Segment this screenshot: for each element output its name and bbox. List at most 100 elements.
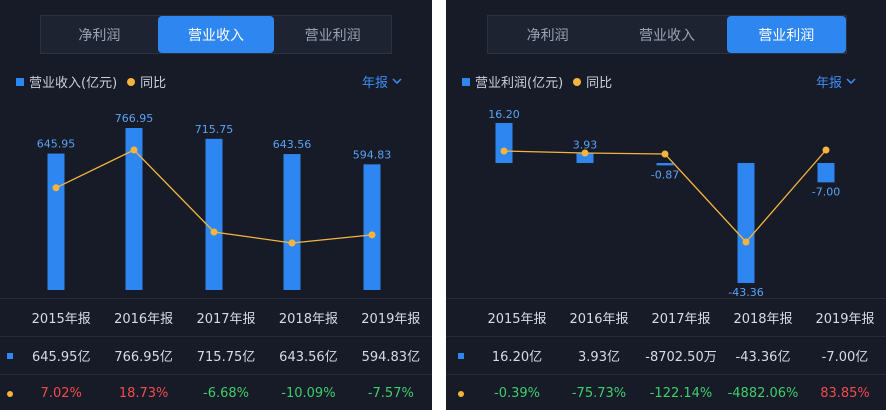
bar-label: 643.56 <box>273 138 312 151</box>
bar <box>125 128 143 290</box>
value-cell: 643.56亿 <box>279 350 338 365</box>
bar <box>205 138 223 290</box>
bar <box>817 163 835 183</box>
line-row-marker <box>7 390 13 397</box>
line-legend-marker <box>127 77 136 86</box>
value-cell: 645.95亿 <box>31 350 91 365</box>
bar-label: -43.36 <box>728 286 763 298</box>
year-header: 2018年报 <box>733 312 793 327</box>
yoy-point <box>581 149 589 157</box>
bar <box>656 163 674 166</box>
value-cell: -7.00亿 <box>821 350 869 365</box>
table-row-values: 645.95亿 766.95亿 715.75亿 643.56亿 594.83亿 <box>0 336 432 374</box>
bar-label: 3.93 <box>573 138 598 151</box>
period-label: 年报 <box>816 76 843 91</box>
year-header: 2017年报 <box>196 312 256 327</box>
value-cell: 3.93亿 <box>578 350 620 365</box>
value-cell: -8702.50万 <box>645 350 717 365</box>
bar-legend-label: 营业收入(亿元) <box>29 76 118 91</box>
period-label: 年报 <box>362 76 389 91</box>
table-row-yoy: -0.39% -75.73% -122.14% -4882.06% 83.85% <box>446 374 886 410</box>
yoy-point <box>52 184 60 192</box>
bar <box>495 123 513 163</box>
yoy-cell: -7.57% <box>367 386 414 401</box>
data-table: 2015年报 2016年报 2017年报 2018年报 2019年报 645.9… <box>0 298 432 410</box>
bar-row-marker <box>7 352 13 359</box>
line-legend-label: 同比 <box>586 76 613 91</box>
period-selector[interactable]: 年报 <box>362 72 402 91</box>
year-header: 2017年报 <box>651 312 711 327</box>
bar-label: 594.83 <box>353 148 392 161</box>
data-table: 2015年报 2016年报 2017年报 2018年报 2019年报 16.20… <box>446 298 886 410</box>
bar-legend-marker <box>462 77 470 86</box>
bar-legend-marker <box>16 77 24 86</box>
yoy-point <box>368 231 376 239</box>
chevron-down-icon <box>846 78 856 85</box>
year-header: 2016年报 <box>114 312 174 327</box>
chevron-down-icon <box>392 78 402 85</box>
metric-tabs: 净利润 营业收入 营业利润 <box>40 15 392 54</box>
bar <box>737 163 755 283</box>
bar-label: 645.95 <box>37 138 76 151</box>
line-legend-marker <box>573 77 582 86</box>
bar-label: -0.87 <box>651 168 679 181</box>
bar-label: -7.00 <box>812 185 840 198</box>
table-header-row: 2015年报 2016年报 2017年报 2018年报 2019年报 <box>0 298 432 336</box>
tab-net-profit[interactable]: 净利润 <box>78 27 121 44</box>
yoy-cell: 18.73% <box>118 386 169 401</box>
tab-operating-profit[interactable]: 营业利润 <box>304 27 361 44</box>
yoy-point <box>130 146 138 154</box>
yoy-cell: -122.14% <box>649 386 713 401</box>
year-header: 2015年报 <box>487 312 547 327</box>
value-cell: -43.36亿 <box>735 350 791 365</box>
yoy-point <box>500 147 508 155</box>
bar-legend-label: 营业利润(亿元) <box>475 76 564 91</box>
yoy-cell: -10.09% <box>281 386 336 401</box>
tab-revenue[interactable]: 营业收入 <box>157 16 275 53</box>
table-row-values: 16.20亿 3.93亿 -8702.50万 -43.36亿 -7.00亿 <box>446 336 886 374</box>
value-cell: 715.75亿 <box>196 350 256 365</box>
table-header-row: 2015年报 2016年报 2017年报 2018年报 2019年报 <box>446 298 886 336</box>
value-cell: 766.95亿 <box>114 350 173 365</box>
bar <box>363 164 381 290</box>
year-header: 2019年报 <box>361 312 421 327</box>
value-cell: 594.83亿 <box>361 350 421 365</box>
yoy-point <box>742 238 750 246</box>
bar-label: 16.20 <box>488 108 520 121</box>
chart-legend: 营业利润(亿元) 同比 <box>462 72 612 91</box>
yoy-cell: -0.39% <box>494 386 540 401</box>
tab-net-profit[interactable]: 净利润 <box>526 27 569 44</box>
year-header: 2016年报 <box>569 312 629 327</box>
bar-label: 766.95 <box>115 112 154 125</box>
bar-row-marker <box>458 352 464 359</box>
yoy-cell: -75.73% <box>571 386 627 401</box>
year-header: 2015年报 <box>31 312 91 327</box>
table-row-yoy: 7.02% 18.73% -6.68% -10.09% -7.57% <box>0 374 432 410</box>
bar <box>283 154 301 290</box>
yoy-point <box>288 239 296 247</box>
tab-operating-profit[interactable]: 营业利润 <box>726 16 846 53</box>
bar <box>576 153 594 163</box>
period-selector[interactable]: 年报 <box>816 72 856 91</box>
yoy-cell: 83.85% <box>820 386 870 401</box>
line-legend-label: 同比 <box>140 76 167 91</box>
year-header: 2018年报 <box>278 312 338 327</box>
revenue-panel: 净利润 营业收入 营业利润 营业收入(亿元) 同比 年报 645.95 766.9… <box>0 0 432 410</box>
yoy-cell: -4882.06% <box>727 386 799 401</box>
yoy-cell: 7.02% <box>40 386 82 401</box>
value-cell: 16.20亿 <box>491 350 543 365</box>
yoy-point <box>661 150 669 158</box>
yoy-point <box>210 228 218 236</box>
operating-profit-panel: 净利润 营业收入 营业利润 营业利润(亿元) 同比 年报 16.20 3.93 -0… <box>446 0 886 410</box>
yoy-point <box>822 146 830 154</box>
revenue-chart: 645.95 766.95 715.75 643.56 594.83 <box>37 112 392 290</box>
bar <box>47 153 65 290</box>
bar-label: 715.75 <box>195 123 234 136</box>
metric-tabs: 净利润 营业收入 营业利润 <box>487 15 847 54</box>
yoy-cell: -6.68% <box>203 386 250 401</box>
year-header: 2019年报 <box>815 312 875 327</box>
line-row-marker <box>458 390 464 397</box>
tab-revenue[interactable]: 营业收入 <box>638 27 695 44</box>
operating-profit-chart: 16.20 3.93 -0.87 -43.36 -7.00 <box>488 108 840 298</box>
chart-legend: 营业收入(亿元) 同比 <box>16 72 166 91</box>
